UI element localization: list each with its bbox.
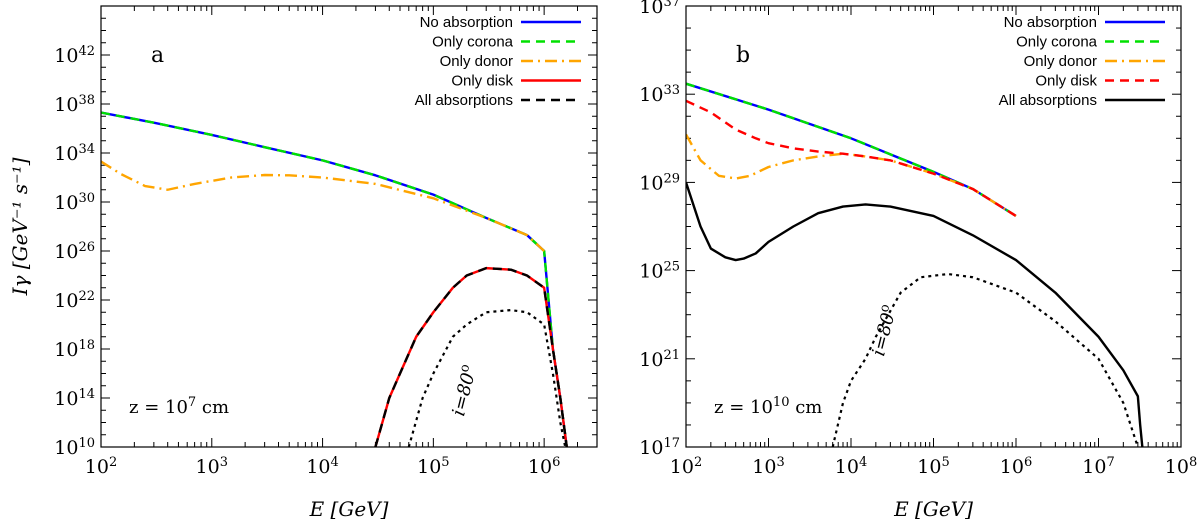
- y-tick-label: 1029: [639, 171, 680, 195]
- x-tick-label: 105: [917, 455, 949, 479]
- y-tick-label: 1010: [54, 436, 95, 460]
- legend-label: Only corona: [1016, 34, 1098, 51]
- y-tick-label: 1025: [639, 259, 680, 283]
- plot-frame: [100, 5, 598, 448]
- series-line-no-absorption: [686, 82, 1017, 217]
- x-tick-label: 102: [85, 455, 117, 479]
- inclination-annotation: i=80o: [866, 302, 901, 358]
- inclination-annotation: i=80o: [446, 362, 481, 418]
- series-group: [101, 111, 568, 447]
- y-tick-label: 1026: [54, 240, 95, 264]
- legend: No absorption Only corona Only donor Only d…: [999, 14, 1165, 109]
- panel-letter: a: [151, 43, 164, 68]
- legend-label: Only disk: [451, 73, 513, 90]
- series-line-all-absorptions: [374, 266, 568, 447]
- legend-label: No absorption: [420, 14, 513, 31]
- x-tick-label: 104: [306, 455, 338, 479]
- series-line-only-disk: [686, 99, 1017, 217]
- legend-label: Only corona: [432, 34, 514, 51]
- x-axis-title: E [GeV]: [309, 497, 389, 521]
- legend-label: Only donor: [440, 53, 513, 70]
- series-line-only-corona: [101, 111, 568, 447]
- y-tick-label: 1017: [639, 436, 680, 460]
- legend: No absorption Only corona Only donor Only d…: [415, 14, 581, 109]
- x-tick-label: 107: [1082, 455, 1114, 479]
- x-axis-title: E [GeV]: [893, 497, 973, 521]
- panel-letter: b: [736, 43, 750, 68]
- x-tick-label: 103: [752, 455, 784, 479]
- legend-label: All absorptions: [415, 92, 513, 109]
- series-line-only-corona: [686, 82, 1017, 217]
- legend-label: All absorptions: [999, 92, 1097, 109]
- y-tick-label: 1038: [54, 93, 95, 117]
- y-tick-label: 1021: [639, 347, 680, 371]
- x-tick-label: 105: [417, 455, 449, 479]
- panel-a: 102 103 104 105 106 1010 1014 1018 1022 1026 1030 1…: [8, 5, 598, 521]
- series-line-i-80-: [407, 308, 567, 447]
- x-tick-label: 104: [835, 455, 867, 479]
- y-tick-label: 1033: [639, 83, 680, 107]
- y-tick-label: 1034: [54, 142, 95, 166]
- height-annotation: z = 1010 cm: [714, 395, 822, 419]
- series-line-only-disk: [374, 266, 568, 447]
- x-tick-label: 102: [670, 455, 702, 479]
- x-tick-label: 108: [1165, 455, 1197, 479]
- series-line-only-donor: [101, 160, 545, 252]
- height-annotation: z = 107 cm: [129, 395, 229, 419]
- y-tick-label: 1030: [54, 191, 95, 215]
- series-line-all-absorptions: [686, 182, 1144, 447]
- series-group: [686, 82, 1144, 447]
- series-line-i-80-: [831, 272, 1139, 447]
- y-axis-title: Iγ [GeV⁻¹ s⁻¹]: [8, 157, 32, 296]
- y-tick-label: 1018: [54, 338, 95, 362]
- y-tick-label: 1042: [54, 44, 95, 68]
- y-tick-label: 1022: [54, 289, 95, 313]
- legend-label: Only donor: [1024, 53, 1097, 70]
- y-tick-label: 1037: [639, 0, 680, 18]
- panel-b: 102 103 104 105 106 107 108 1017 1021 1025 1029 103…: [639, 0, 1197, 521]
- series-line-only-donor: [686, 133, 1017, 217]
- legend-label: Only disk: [1035, 73, 1097, 90]
- x-tick-label: 106: [1000, 455, 1032, 479]
- plot-frame: [685, 5, 1182, 448]
- x-tick-label: 106: [528, 455, 560, 479]
- legend-label: No absorption: [1004, 14, 1097, 31]
- x-tick-label: 103: [196, 455, 228, 479]
- y-tick-label: 1014: [54, 387, 95, 411]
